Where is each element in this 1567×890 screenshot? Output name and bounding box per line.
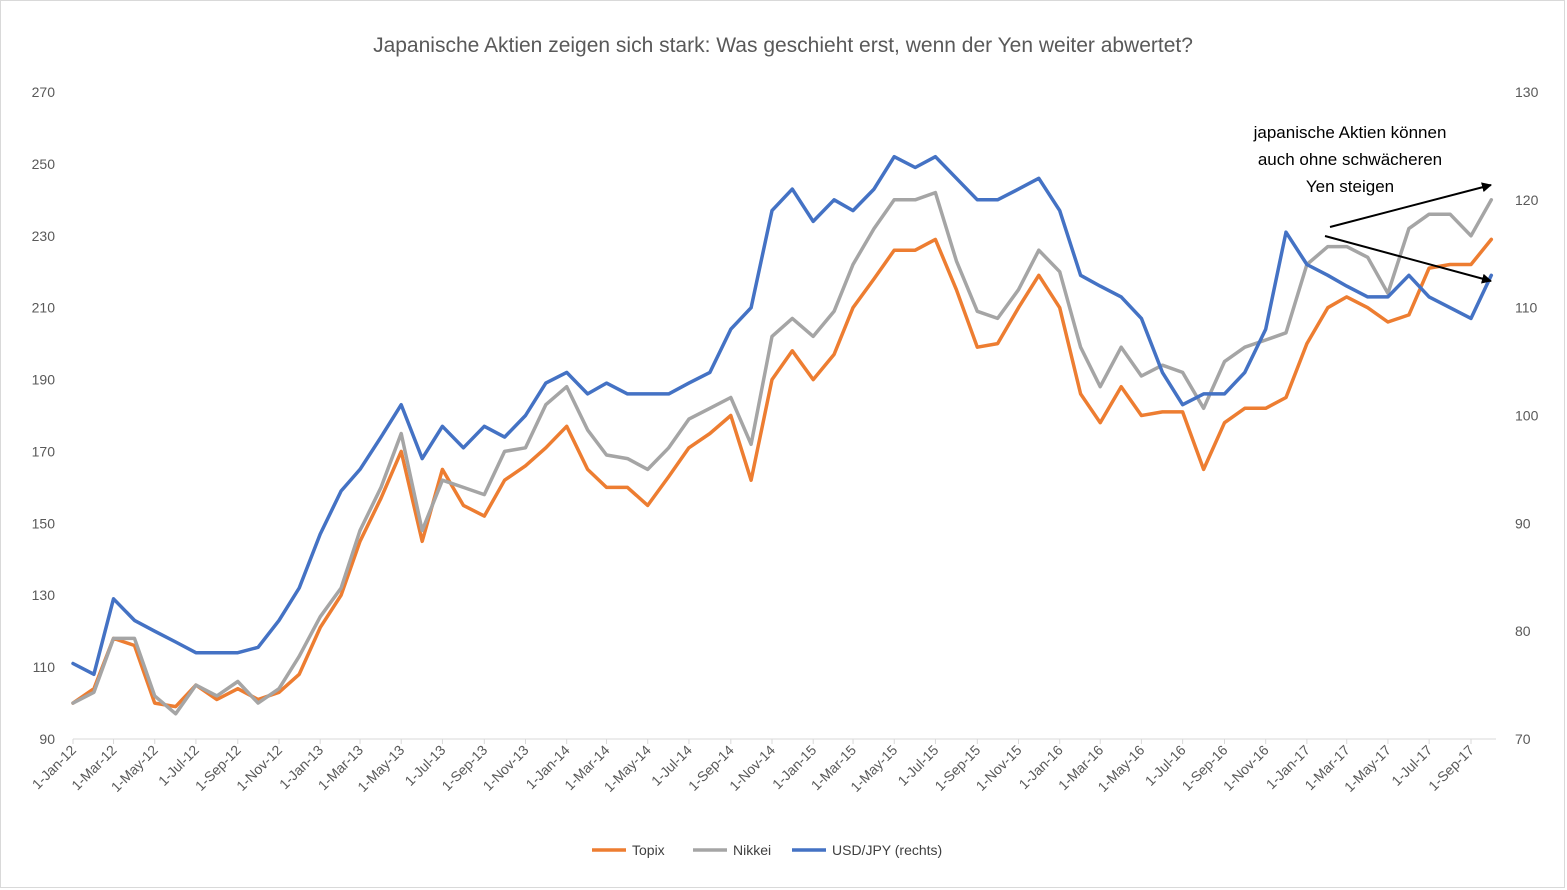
x-tick-label: 1-Nov-16	[1220, 742, 1272, 794]
x-tick-label: 1-Nov-15	[973, 742, 1025, 794]
annotation: japanische Aktien können auch ohne schwä…	[1253, 123, 1492, 284]
y-axis-left: 90 110 130 150 170 190 210 230 250 270	[32, 84, 56, 747]
legend-label: Topix	[632, 842, 665, 858]
legend-label: Nikkei	[733, 842, 771, 858]
y2-tick-label: 120	[1515, 192, 1539, 208]
y2-tick-label: 80	[1515, 623, 1531, 639]
series-line-usd-jpy-rechts	[71, 154, 1494, 677]
series-line-topix	[71, 237, 1494, 709]
legend: Topix Nikkei USD/JPY (rechts)	[592, 842, 942, 858]
x-axis: 1-Jan-121-Mar-121-May-121-Jul-121-Sep-12…	[29, 739, 1477, 795]
y-tick-label: 90	[39, 731, 55, 747]
x-tick-label: 1-Sep-17	[1425, 742, 1477, 794]
x-tick-label: 1-Nov-14	[726, 742, 778, 794]
y2-tick-label: 70	[1515, 731, 1531, 747]
y-tick-label: 270	[32, 84, 56, 100]
x-tick-label: 1-Nov-12	[233, 742, 285, 794]
annotation-arrow-up	[1329, 182, 1492, 228]
y2-tick-label: 130	[1515, 84, 1539, 100]
legend-label: USD/JPY (rechts)	[832, 842, 942, 858]
annotation-line-3: Yen steigen	[1306, 177, 1394, 196]
y2-tick-label: 100	[1515, 408, 1539, 424]
y-axis-right: 70 80 90 100 110 120 130	[1515, 84, 1539, 747]
y-tick-label: 250	[32, 156, 56, 172]
y-tick-label: 110	[33, 659, 56, 675]
chart-title: Japanische Aktien zeigen sich stark: Was…	[373, 34, 1193, 57]
y2-tick-label: 90	[1515, 515, 1531, 531]
y-tick-label: 130	[32, 587, 56, 603]
x-tick-label: 1-Nov-13	[480, 742, 532, 794]
annotation-line-2: auch ohne schwächeren	[1258, 150, 1442, 169]
y-tick-label: 150	[32, 515, 56, 531]
series-line-nikkei	[71, 190, 1494, 716]
annotation-line-1: japanische Aktien können	[1253, 123, 1447, 142]
y-tick-label: 210	[32, 300, 56, 316]
y-tick-label: 190	[32, 372, 56, 388]
y2-tick-label: 110	[1515, 300, 1538, 316]
y-tick-label: 230	[32, 228, 56, 244]
series-lines	[71, 154, 1494, 716]
y-tick-label: 170	[32, 443, 56, 459]
annotation-arrow-down	[1324, 235, 1492, 284]
